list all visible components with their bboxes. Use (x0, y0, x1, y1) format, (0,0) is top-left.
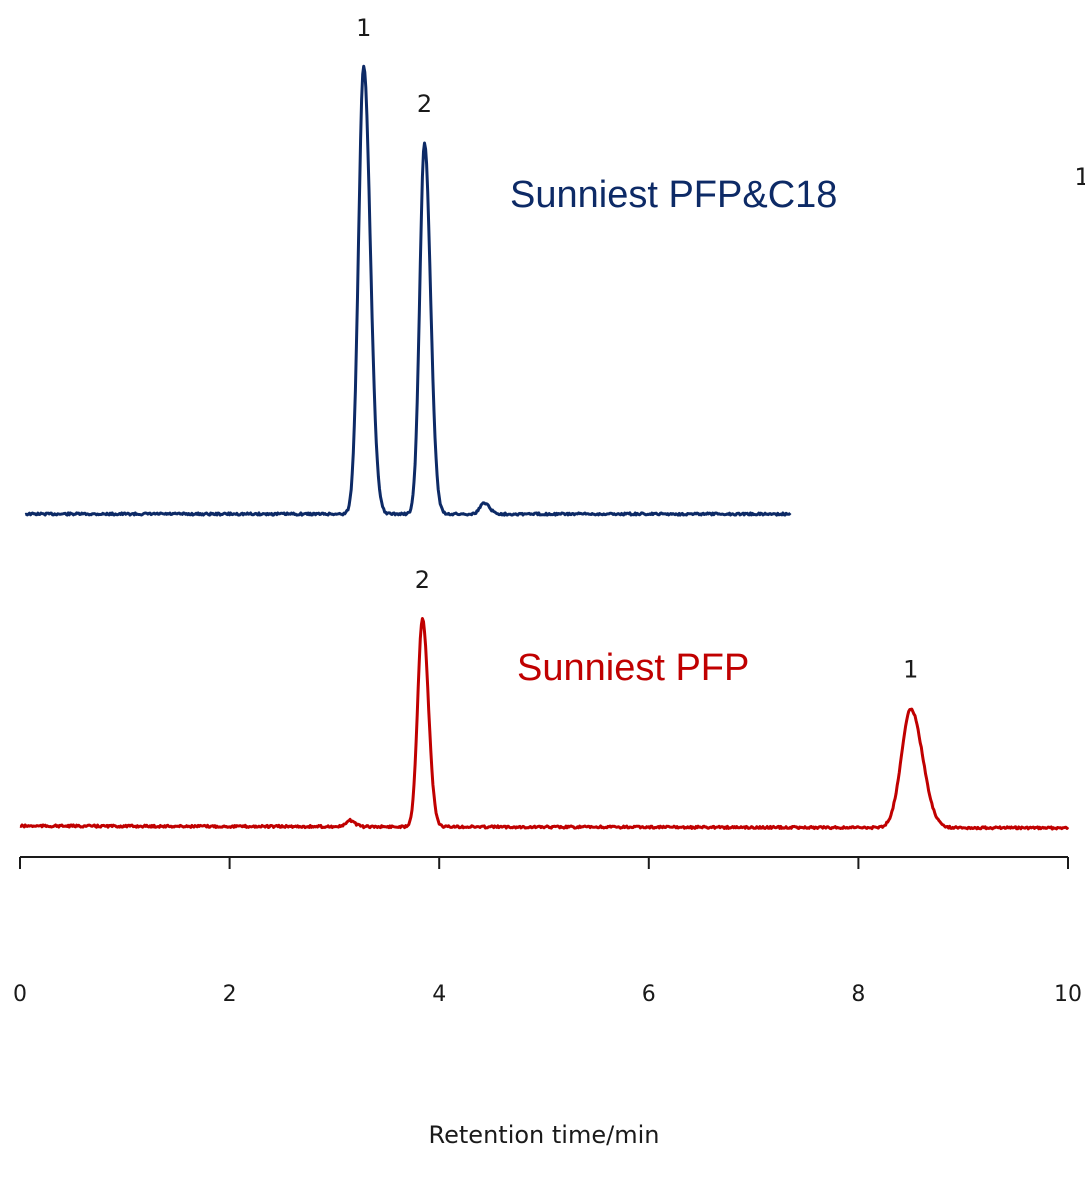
peak-label: 1 (356, 14, 371, 42)
peak-labels-layer: 1 2 2 1 (356, 14, 918, 683)
clipped-edge-label: 1 (1074, 163, 1085, 191)
peak-label: 2 (417, 90, 432, 118)
x-tick-label: 10 (1054, 982, 1082, 1007)
series-line-1 (19, 617, 1070, 831)
x-tick-label: 8 (851, 982, 865, 1007)
traces-layer (19, 64, 1070, 831)
peak-label: 1 (903, 655, 918, 683)
x-tick-label: 2 (223, 982, 237, 1007)
x-axis-ticks: 0 2 4 6 8 10 (13, 857, 1082, 1007)
series-name-pfp: Sunniest PFP (517, 647, 749, 689)
series-line-0 (24, 64, 792, 517)
series-name-pfp-c18: Sunniest PFP&C18 (510, 174, 837, 216)
peak-label: 2 (415, 566, 430, 594)
x-tick-label: 6 (642, 982, 656, 1007)
x-tick-label: 4 (432, 982, 446, 1007)
x-tick-label: 0 (13, 982, 27, 1007)
x-axis-label: Retention time/min (429, 1121, 660, 1149)
